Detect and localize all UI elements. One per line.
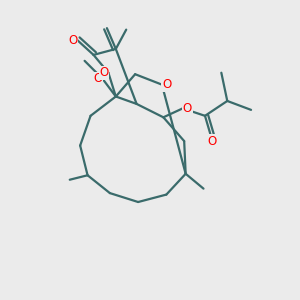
Text: O: O xyxy=(208,135,217,148)
Text: O: O xyxy=(93,72,102,85)
Text: O: O xyxy=(162,78,171,91)
Text: O: O xyxy=(183,102,192,115)
Text: O: O xyxy=(68,34,77,46)
Text: O: O xyxy=(99,66,108,79)
